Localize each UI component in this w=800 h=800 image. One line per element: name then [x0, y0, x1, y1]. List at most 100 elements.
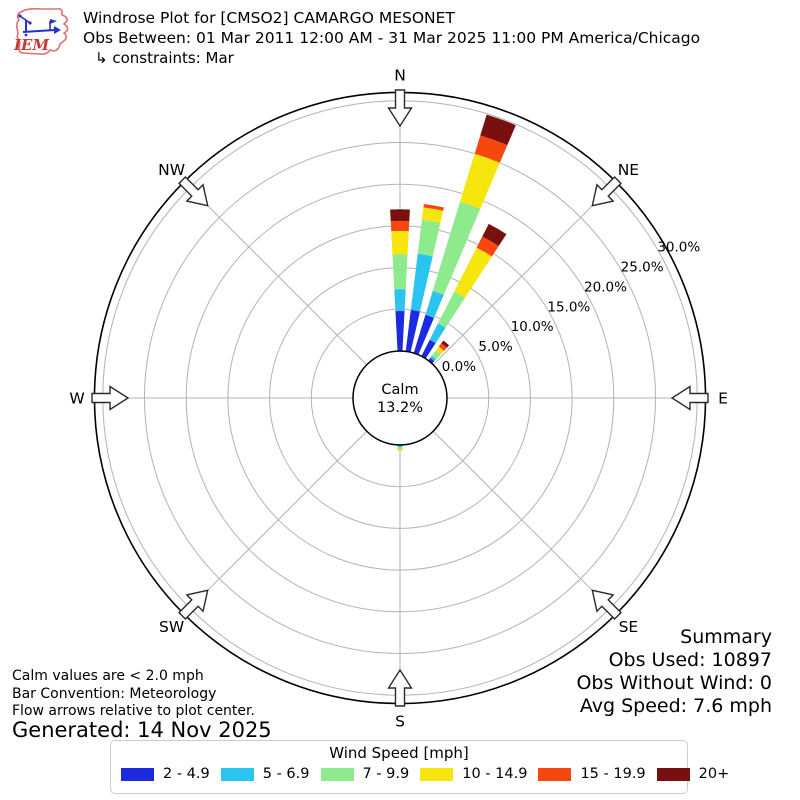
petal-segment	[438, 343, 447, 351]
legend-item: 2 - 4.9	[121, 766, 210, 782]
compass-label: SW	[159, 618, 184, 636]
summary-heading: Summary	[680, 626, 772, 648]
compass-label: NE	[618, 161, 639, 179]
petal-segment	[428, 357, 435, 364]
petal-segment	[437, 291, 466, 328]
legend-label: 15 - 19.9	[580, 766, 646, 782]
petal-segment	[430, 355, 437, 362]
legend-title: Wind Speed [mph]	[329, 744, 469, 762]
flow-arrow-icon	[387, 89, 413, 128]
compass-label: E	[718, 390, 728, 408]
petal-segment	[435, 346, 444, 355]
legend-item: 5 - 6.9	[220, 766, 310, 782]
flow-arrow-icon	[591, 176, 622, 207]
calm-circle	[352, 350, 448, 446]
petal-segment	[423, 204, 444, 211]
polar-spoke	[183, 430, 368, 615]
petal-segment	[476, 236, 499, 257]
compass-label: SE	[619, 618, 639, 636]
constraints: ↳ constraints: Mar	[95, 49, 234, 67]
ring-tick-label: 15.0%	[547, 299, 590, 315]
polar-spoke	[432, 181, 617, 366]
flow-arrow-icon	[178, 589, 209, 620]
petal-segment	[397, 446, 403, 450]
flow-arrow-icon	[591, 589, 622, 620]
notes-block: Calm values are < 2.0 mph Bar Convention…	[12, 668, 272, 742]
petal-segment	[454, 247, 492, 298]
legend-label: 20+	[698, 766, 730, 782]
calm-note: Calm values are < 2.0 mph	[12, 668, 204, 684]
petal-segment	[392, 254, 408, 290]
petal-segment	[421, 207, 444, 223]
compass-label: NW	[158, 161, 185, 179]
petal-segment	[431, 350, 441, 360]
petal-segment	[397, 445, 403, 447]
petal-segment	[474, 135, 508, 163]
legend-item: 15 - 19.9	[538, 766, 646, 782]
petal-segment	[391, 230, 409, 255]
legend-swatch-icon	[656, 767, 690, 781]
legend-swatch-icon	[121, 767, 154, 781]
legend-swatch-icon	[320, 767, 354, 781]
petal-segment	[397, 449, 403, 451]
obs-used: Obs Used: 10897	[608, 649, 772, 671]
calm-value: 13.2%	[377, 400, 423, 416]
flow-arrow-icon	[178, 176, 209, 207]
obs-between: Obs Between: 01 Mar 2011 12:00 AM - 31 M…	[83, 29, 701, 47]
legend-label: 5 - 6.9	[262, 766, 310, 782]
legend-item: 10 - 14.9	[420, 766, 527, 782]
legend-items: 2 - 4.9 5 - 6.9 7 - 9.9 10 - 14.9 15 - 19.9 2…	[111, 762, 729, 782]
iem-logo-text: IEM	[14, 36, 50, 54]
legend-swatch-icon	[538, 767, 572, 781]
polar-spoke	[183, 181, 368, 366]
petal-segment	[417, 219, 441, 257]
petal-segment	[394, 289, 406, 312]
avg-speed: Avg Speed: 7.6 mph	[579, 695, 772, 717]
ring-tick-label: 20.0%	[584, 279, 627, 295]
legend-item: 20+	[656, 766, 730, 782]
plot-title: Windrose Plot for [CMSO2] CAMARGO MESONE…	[83, 9, 455, 27]
compass-label: S	[395, 713, 405, 731]
legend-swatch-icon	[420, 767, 454, 781]
petal-segment	[425, 290, 444, 318]
petal-segment	[405, 309, 420, 353]
wind-speed-legend: Wind Speed [mph] 2 - 4.9 5 - 6.9 7 - 9.9 10…	[110, 740, 729, 794]
ring-tick-label: 25.0%	[621, 260, 664, 276]
generated-timestamp: Generated: 14 Nov 2025	[12, 717, 272, 742]
bar-convention-note: Bar Convention: Meteorology	[12, 685, 217, 702]
petal-segment	[390, 209, 410, 222]
petal-segment	[421, 339, 436, 359]
petal-segment	[395, 310, 405, 352]
petal-segment	[429, 323, 446, 344]
compass-label: W	[69, 390, 84, 408]
petal-segment	[390, 220, 410, 232]
legend-item: 7 - 9.9	[320, 766, 410, 782]
ring-tick-label: 0.0%	[442, 359, 476, 375]
petal-segment	[413, 314, 435, 355]
percent-ring	[144, 142, 656, 654]
calm-label: Calm	[381, 382, 418, 398]
ring-tick-label: 5.0%	[478, 339, 512, 355]
petal-segment	[460, 153, 500, 209]
flow-arrow-icon	[670, 385, 709, 411]
percent-ring	[185, 183, 615, 613]
iem-logo	[15, 7, 69, 55]
flow-arrow-icon	[387, 668, 413, 707]
polar-spoke	[432, 430, 617, 615]
weather-station-icon	[18, 14, 61, 37]
legend-swatch-icon	[220, 767, 254, 781]
legend-label: 10 - 14.9	[462, 766, 528, 782]
legend-label: 7 - 9.9	[362, 766, 410, 782]
header-block: Windrose Plot for [CMSO2] CAMARGO MESONE…	[83, 8, 700, 68]
legend-label: 2 - 4.9	[163, 766, 210, 782]
ring-tick-label: 10.0%	[511, 319, 554, 335]
flow-arrow-icon	[91, 385, 130, 411]
compass-label: N	[394, 67, 406, 85]
obs-without-wind: Obs Without Wind: 0	[576, 672, 772, 694]
summary-block: Summary Obs Used: 10897 Obs Without Wind…	[576, 626, 772, 718]
ring-tick-label: 30.0%	[657, 240, 700, 256]
petal-segment	[432, 201, 481, 295]
flow-arrows-note: Flow arrows relative to plot center.	[12, 703, 255, 719]
petal-segment	[441, 340, 450, 348]
